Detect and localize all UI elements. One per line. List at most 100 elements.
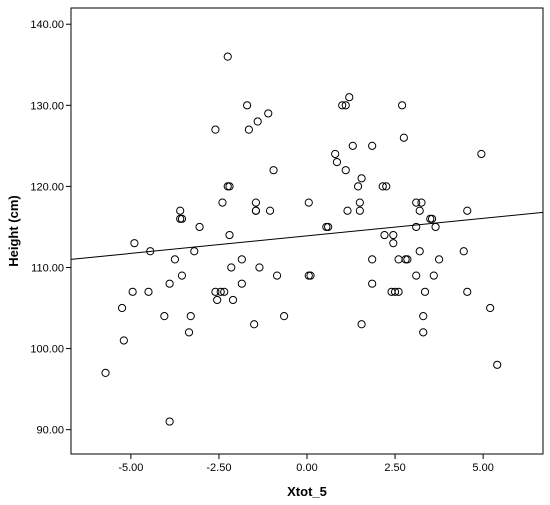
data-point <box>227 263 236 272</box>
data-point <box>331 149 340 159</box>
data-point <box>211 125 220 134</box>
data-point <box>412 222 421 232</box>
y-axis: 90.00 100.00 110.00 120.00 130.00 140.00 <box>30 19 71 437</box>
y-tick-label: 140.00 <box>30 19 64 31</box>
data-point <box>341 166 350 175</box>
data-point <box>144 287 153 296</box>
data-point <box>280 312 289 321</box>
data-point <box>427 214 437 223</box>
data-point <box>390 287 400 296</box>
data-point <box>190 247 199 256</box>
data-point <box>223 52 232 61</box>
data-point <box>348 141 357 150</box>
y-tick-label: 130.00 <box>30 100 64 112</box>
data-point <box>225 230 234 240</box>
data-point <box>434 255 444 264</box>
data-point <box>176 206 185 215</box>
data-point <box>220 287 229 296</box>
data-point <box>218 198 227 207</box>
data-point <box>184 328 194 337</box>
data-point <box>255 263 264 272</box>
data-point <box>211 287 220 296</box>
data-point <box>419 312 428 321</box>
fit-line-layer <box>70 211 544 260</box>
data-point <box>324 222 333 232</box>
data-point <box>463 206 472 215</box>
data-point <box>213 295 222 305</box>
data-point <box>399 133 408 142</box>
data-point <box>415 206 424 215</box>
data-point <box>117 303 127 313</box>
data-point <box>389 230 398 240</box>
data-point <box>146 247 155 256</box>
data-point <box>338 101 347 110</box>
data-point <box>477 149 486 159</box>
data-point <box>306 271 315 280</box>
data-point <box>195 222 204 232</box>
data-point <box>119 336 128 345</box>
data-point <box>355 198 364 207</box>
y-tick-label: 100.00 <box>30 344 64 356</box>
data-point <box>251 198 261 207</box>
data-point <box>486 303 495 313</box>
data-point <box>357 320 366 329</box>
data-point <box>176 214 185 223</box>
data-point <box>378 182 387 191</box>
data-point <box>493 360 502 369</box>
data-point <box>130 239 139 248</box>
data-point <box>253 117 262 126</box>
data-point <box>177 271 187 280</box>
data-point <box>228 295 238 305</box>
data-point <box>304 198 313 207</box>
data-point <box>186 312 195 321</box>
data-point <box>251 206 261 215</box>
y-axis-title: Height (cm) <box>6 195 21 267</box>
data-point <box>429 271 438 280</box>
data-point <box>237 255 246 264</box>
x-tick-label: 0.00 <box>296 462 317 474</box>
data-point <box>165 417 174 426</box>
data-point <box>250 320 259 329</box>
data-point <box>403 255 412 264</box>
x-tick-label: 5.00 <box>472 462 493 474</box>
data-point <box>420 287 430 296</box>
data-point <box>412 271 421 280</box>
data-point <box>463 287 472 296</box>
data-point <box>353 182 363 191</box>
data-point <box>170 255 180 264</box>
data-point <box>398 101 407 110</box>
data-point <box>382 182 391 191</box>
y-tick-label: 120.00 <box>30 181 64 193</box>
data-point <box>269 166 278 175</box>
data-point <box>394 287 403 296</box>
data-point <box>343 206 352 215</box>
data-point <box>101 368 110 378</box>
data-point <box>225 182 234 191</box>
data-point <box>341 101 350 110</box>
data-point <box>368 255 377 264</box>
x-axis: -5.00 -2.50 0.00 2.50 5.00 <box>118 454 494 474</box>
data-point <box>357 174 366 183</box>
data-point <box>165 279 174 288</box>
data-point <box>368 279 377 288</box>
data-point <box>419 328 428 337</box>
x-tick-label: -5.00 <box>118 462 143 474</box>
x-axis-title: Xtot_5 <box>287 484 327 499</box>
x-tick-label: -2.50 <box>206 462 231 474</box>
plot-area <box>70 7 544 455</box>
x-tick-label: 2.50 <box>384 462 405 474</box>
data-point <box>412 198 421 207</box>
data-point <box>415 247 424 256</box>
data-point <box>332 157 342 167</box>
data-point <box>216 287 225 296</box>
data-point <box>128 287 137 296</box>
data-point <box>345 93 354 102</box>
data-point <box>243 101 252 110</box>
data-point <box>244 125 253 134</box>
data-point <box>389 239 398 248</box>
data-point <box>264 109 273 118</box>
y-tick-label: 90.00 <box>36 425 64 437</box>
data-point <box>459 247 468 256</box>
fit-line <box>70 211 544 260</box>
